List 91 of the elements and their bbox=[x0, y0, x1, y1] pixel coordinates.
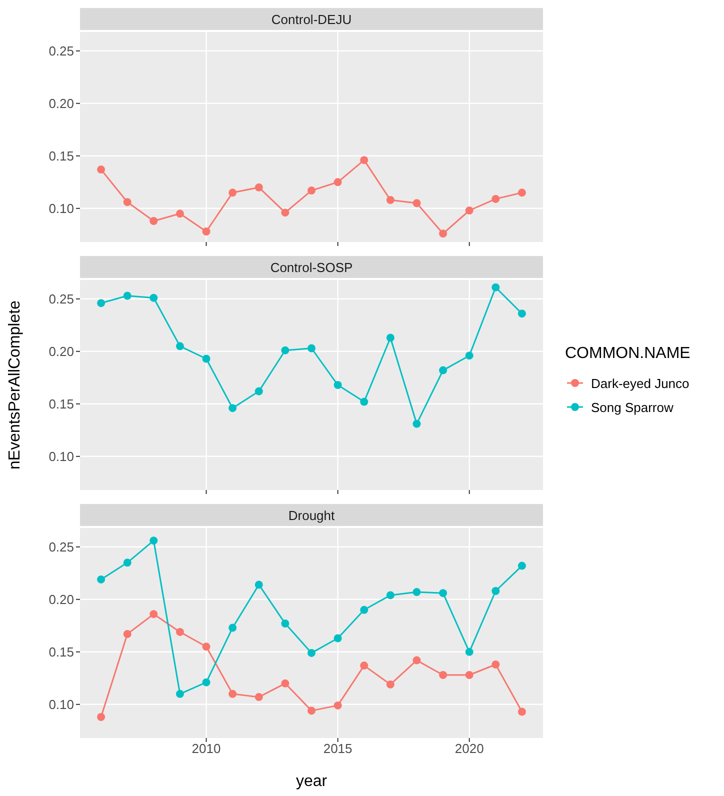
point bbox=[386, 334, 394, 342]
point bbox=[281, 208, 290, 217]
point bbox=[412, 656, 421, 664]
point bbox=[202, 678, 210, 686]
point bbox=[334, 381, 342, 389]
point bbox=[281, 346, 290, 354]
legend-title: COMMON.NAME bbox=[565, 345, 690, 363]
x-tick-label: 2020 bbox=[454, 741, 484, 756]
point bbox=[518, 708, 526, 716]
point bbox=[176, 628, 184, 636]
point bbox=[360, 398, 368, 406]
point bbox=[492, 660, 500, 668]
y-tick-label: 0.15 bbox=[48, 396, 74, 412]
chart-title: Control-SOSP bbox=[270, 260, 353, 274]
x-tick-label: 2015 bbox=[323, 741, 352, 756]
point bbox=[465, 671, 474, 679]
point bbox=[465, 648, 474, 656]
point bbox=[518, 562, 526, 570]
point bbox=[334, 701, 342, 710]
point bbox=[281, 679, 290, 688]
point bbox=[123, 558, 132, 567]
point bbox=[465, 206, 474, 214]
point bbox=[518, 310, 526, 318]
point bbox=[97, 166, 106, 174]
point bbox=[439, 230, 448, 238]
point bbox=[150, 294, 158, 302]
y-tick-label: 0.15 bbox=[48, 644, 74, 660]
point bbox=[228, 404, 237, 412]
point bbox=[228, 690, 237, 698]
point bbox=[492, 587, 500, 595]
point bbox=[176, 210, 184, 218]
point bbox=[412, 420, 421, 428]
y-tick-label: 0.20 bbox=[48, 96, 74, 112]
point bbox=[123, 630, 132, 638]
point bbox=[492, 194, 500, 203]
y-tick-label: 0.10 bbox=[48, 201, 74, 216]
point bbox=[123, 292, 132, 300]
y-axis-title: nEventsPerAllComplete bbox=[6, 300, 24, 470]
legend-label: Song Sparrow bbox=[591, 400, 674, 414]
point bbox=[150, 536, 158, 545]
point bbox=[228, 188, 237, 197]
point bbox=[228, 624, 237, 632]
point bbox=[439, 366, 448, 374]
point bbox=[360, 606, 368, 614]
y-tick-label: 0.10 bbox=[48, 697, 74, 712]
point bbox=[150, 610, 158, 618]
point bbox=[254, 580, 263, 589]
point bbox=[254, 387, 263, 396]
y-tick-label: 0.20 bbox=[48, 344, 74, 360]
point bbox=[97, 713, 106, 721]
point bbox=[202, 642, 210, 651]
legend-label: Dark-eyed Junco bbox=[591, 376, 690, 390]
point bbox=[150, 217, 158, 225]
x-tick-label: 2010 bbox=[192, 741, 221, 756]
y-tick-label: 0.15 bbox=[48, 148, 74, 164]
point bbox=[386, 591, 394, 600]
point bbox=[97, 299, 106, 308]
y-tick-label: 0.20 bbox=[48, 592, 74, 608]
chart-title: Drought bbox=[288, 508, 335, 522]
point bbox=[308, 648, 316, 657]
point bbox=[465, 352, 474, 360]
point bbox=[308, 706, 316, 715]
point bbox=[492, 283, 500, 292]
point bbox=[202, 354, 210, 363]
point bbox=[97, 575, 106, 584]
x-axis-title: year bbox=[296, 773, 328, 790]
y-tick-label: 0.25 bbox=[48, 540, 74, 555]
point bbox=[281, 620, 290, 628]
point bbox=[439, 589, 448, 598]
y-tick-label: 0.25 bbox=[48, 292, 74, 307]
point bbox=[386, 680, 394, 688]
chart-title: Control-DEJU bbox=[271, 12, 352, 26]
y-tick-label: 0.25 bbox=[48, 44, 74, 59]
point bbox=[439, 671, 448, 679]
point bbox=[254, 693, 263, 702]
point bbox=[202, 228, 210, 236]
point bbox=[308, 344, 316, 352]
point bbox=[254, 183, 263, 192]
y-tick-label: 0.10 bbox=[48, 449, 74, 464]
point bbox=[412, 588, 421, 596]
point bbox=[176, 690, 184, 698]
point bbox=[334, 634, 342, 642]
point bbox=[334, 178, 342, 186]
point bbox=[412, 199, 421, 208]
point bbox=[176, 342, 184, 350]
point bbox=[386, 196, 394, 204]
point bbox=[308, 186, 316, 195]
point bbox=[360, 156, 368, 164]
point bbox=[360, 662, 368, 670]
point bbox=[123, 198, 132, 206]
point bbox=[518, 188, 526, 197]
